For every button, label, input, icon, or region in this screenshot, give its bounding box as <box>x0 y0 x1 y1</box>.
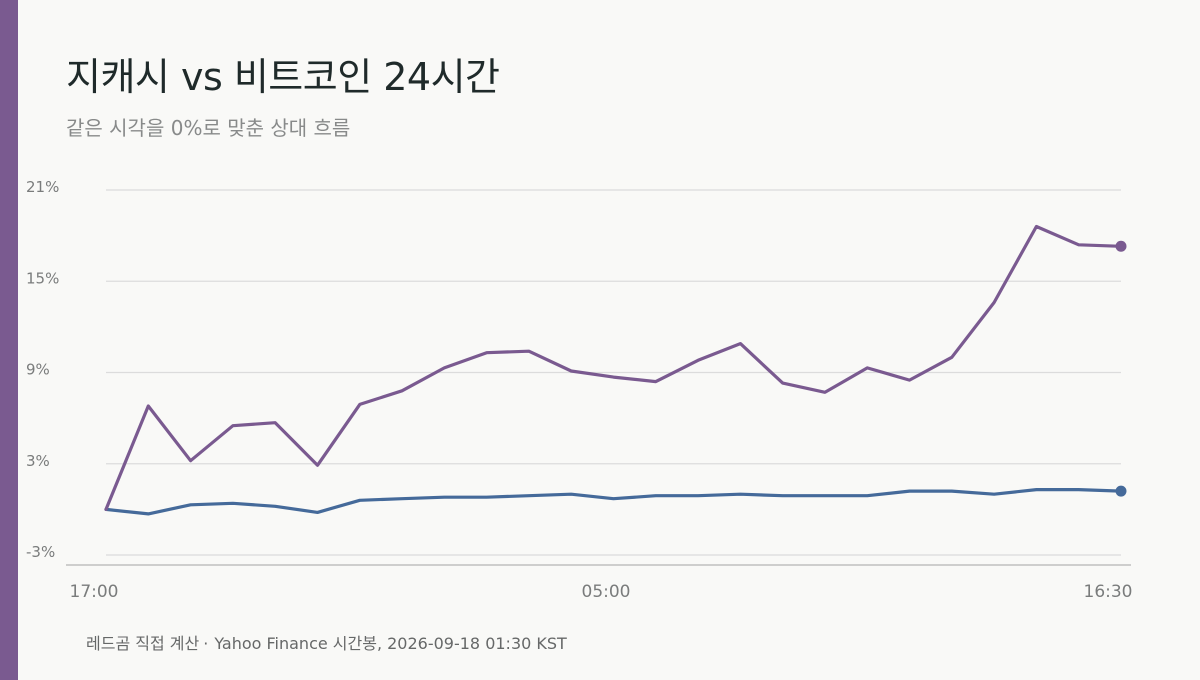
x-tick-label: 16:30 <box>1084 582 1133 602</box>
y-tick-label: 21% <box>26 178 59 196</box>
y-tick-label: -3% <box>26 543 55 561</box>
chart-title: 지캐시 vs 비트코인 24시간 <box>66 55 500 99</box>
y-tick-label: 3% <box>26 452 50 470</box>
chart-subtitle: 같은 시각을 0%로 맞춘 상대 흐름 <box>66 116 351 140</box>
source-note: 레드곰 직접 계산 · Yahoo Finance 시간봉, 2026-09-18 … <box>86 630 567 654</box>
source-author: 레드곰 직접 계산 <box>86 634 200 653</box>
series-line-zcash <box>104 224 1123 511</box>
y-tick-labels: -3% 3% 9% 15% 21% <box>26 178 59 561</box>
y-tick-label: 15% <box>26 269 59 287</box>
series-line-bitcoin <box>104 488 1123 516</box>
x-tick-label: 05:00 <box>582 582 631 602</box>
x-tick-label: 17:00 <box>70 582 119 602</box>
series-lines <box>104 224 1127 516</box>
source-separator: · <box>203 634 209 653</box>
x-tick-labels: 17:00 05:00 16:30 <box>70 582 1133 602</box>
gridlines <box>106 189 1121 556</box>
source-detail: Yahoo Finance 시간봉, 2026-09-18 01:30 KST <box>214 634 567 653</box>
series-endpoint-bitcoin <box>1115 485 1127 497</box>
series-endpoint-zcash <box>1115 240 1127 252</box>
accent-bar <box>0 0 18 680</box>
y-tick-label: 9% <box>26 361 50 379</box>
